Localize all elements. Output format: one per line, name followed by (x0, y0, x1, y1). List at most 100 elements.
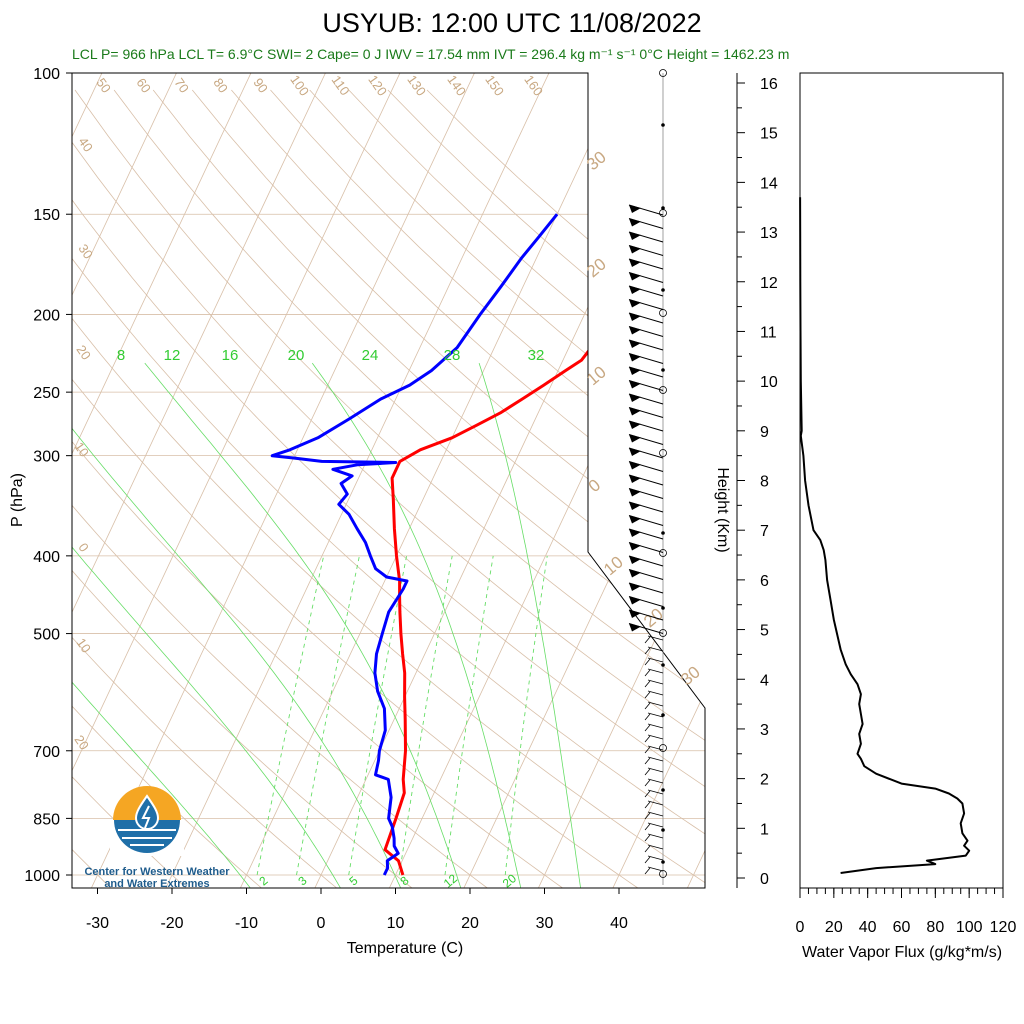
isotherm-line (685, 73, 705, 888)
moist-adiabat (478, 362, 582, 888)
wind-barb-feather (644, 812, 651, 820)
mixing-ratio-label: 3 (295, 873, 309, 888)
dry-adiabat (348, 89, 705, 888)
calm-wind-circle (659, 309, 667, 317)
dry-adiabat (113, 89, 705, 888)
wind-barb (647, 844, 664, 850)
wind-barb-flag (629, 367, 641, 375)
dry-adiabat (152, 89, 705, 888)
isotherm-line (238, 73, 633, 888)
calm-wind-circle (659, 870, 667, 878)
barb-dot (661, 123, 665, 127)
moist-adiabat-label: 20 (288, 347, 305, 364)
wind-barb-feather (644, 735, 651, 743)
wind-barb-feather (644, 779, 651, 787)
isotherm-label: 40 (75, 134, 96, 154)
wind-barb-flag (629, 245, 641, 254)
wind-barb (647, 646, 664, 652)
wind-barb-feather (644, 724, 651, 732)
isotherm-label: 100 (287, 72, 312, 98)
wind-barb-flag (629, 286, 641, 294)
wind-barb-feather (644, 823, 651, 831)
vapor-flux-profile (799, 197, 971, 874)
calm-wind-circle (659, 744, 667, 752)
moist-adiabat (72, 362, 344, 888)
barb-dot (661, 860, 665, 864)
wind-barb-feather (644, 702, 651, 710)
y-tick-label: 250 (33, 385, 60, 402)
wind-barb (647, 690, 664, 696)
wind-barb-feather (644, 801, 651, 809)
moist-adiabat-label: 8 (117, 347, 125, 364)
barb-dot (661, 606, 665, 610)
mixing-ratio-label: 5 (346, 873, 360, 888)
height-tick-label: 4 (760, 672, 769, 689)
x-tick-label: 30 (536, 915, 554, 932)
height-tick-label: 8 (760, 474, 769, 491)
wind-barb-feather (644, 713, 651, 721)
temperature-profile (383, 213, 705, 876)
wind-barb (647, 789, 664, 795)
adiabat-label: 10 (583, 362, 610, 389)
wind-barb-feather (644, 757, 651, 765)
isotherm-label: 90 (250, 75, 271, 95)
isotherm-line (610, 73, 705, 888)
dry-adiabat (72, 89, 569, 888)
wind-barb-feather (644, 856, 651, 864)
barb-dot (661, 368, 665, 372)
dry-adiabat (72, 89, 267, 888)
wind-barb-flag (629, 583, 641, 591)
wind-barb-flag (629, 488, 641, 497)
isotherm-line (72, 73, 335, 888)
dry-adiabat (72, 89, 705, 888)
wind-barb-flag (629, 475, 641, 483)
flux-tick-label: 60 (893, 919, 911, 936)
flux-tick-label: 80 (926, 919, 944, 936)
moist-adiabat (72, 362, 403, 888)
isotherm-label: 110 (329, 73, 353, 99)
height-tick-label: 12 (760, 275, 778, 292)
barb-dot (661, 206, 665, 210)
wind-barb-flag (629, 313, 641, 321)
wind-barb-feather (644, 845, 651, 853)
adiabat-label: 10 (600, 552, 627, 579)
dry-adiabat (74, 89, 705, 888)
wind-barb-flag (629, 380, 641, 389)
isotherm-label: 150 (482, 72, 507, 98)
wind-barb-flag (629, 326, 641, 335)
logo-line-1: Center for Western Weather (84, 866, 230, 878)
isotherm-label: 80 (210, 75, 231, 95)
height-tick-label: 14 (760, 175, 778, 192)
x-tick-label: -20 (160, 915, 183, 932)
logo-caption: Center for Western Weather and Water Ext… (82, 866, 232, 890)
calm-wind-circle (659, 629, 667, 637)
wind-barb (647, 734, 664, 740)
wind-barb-flag (629, 596, 641, 605)
moist-adiabat-label: 32 (528, 347, 545, 364)
wind-barb-flag (629, 502, 641, 510)
wind-barb (647, 800, 664, 806)
wind-barb (647, 745, 664, 751)
flux-axis-label: Water Vapor Flux (g/kg*m/s) (802, 944, 1002, 961)
dry-adiabat (72, 89, 705, 888)
wind-barb-feather (644, 669, 651, 677)
dry-adiabat (72, 89, 705, 888)
dewpoint-profile (270, 213, 559, 876)
dry-adiabat (72, 89, 342, 888)
wind-barb-flag (629, 299, 641, 308)
x-tick-label: -10 (235, 915, 258, 932)
height-tick-label: 6 (760, 573, 769, 590)
y-tick-label: 850 (33, 811, 60, 828)
flux-tick-label: 20 (825, 919, 843, 936)
logo-line-2: and Water Extremes (104, 878, 210, 890)
y-tick-label: 500 (33, 627, 60, 644)
wind-barb-flag (629, 205, 641, 213)
mixing-ratio-label: 2 (256, 873, 270, 888)
wind-barb (647, 866, 664, 872)
wind-barb (647, 833, 664, 839)
wind-barb-feather (644, 768, 651, 776)
x-tick-label: 0 (317, 915, 326, 932)
dry-adiabat (387, 89, 705, 888)
wind-barb-feather (644, 647, 651, 655)
mixing-ratio-line (348, 555, 408, 876)
